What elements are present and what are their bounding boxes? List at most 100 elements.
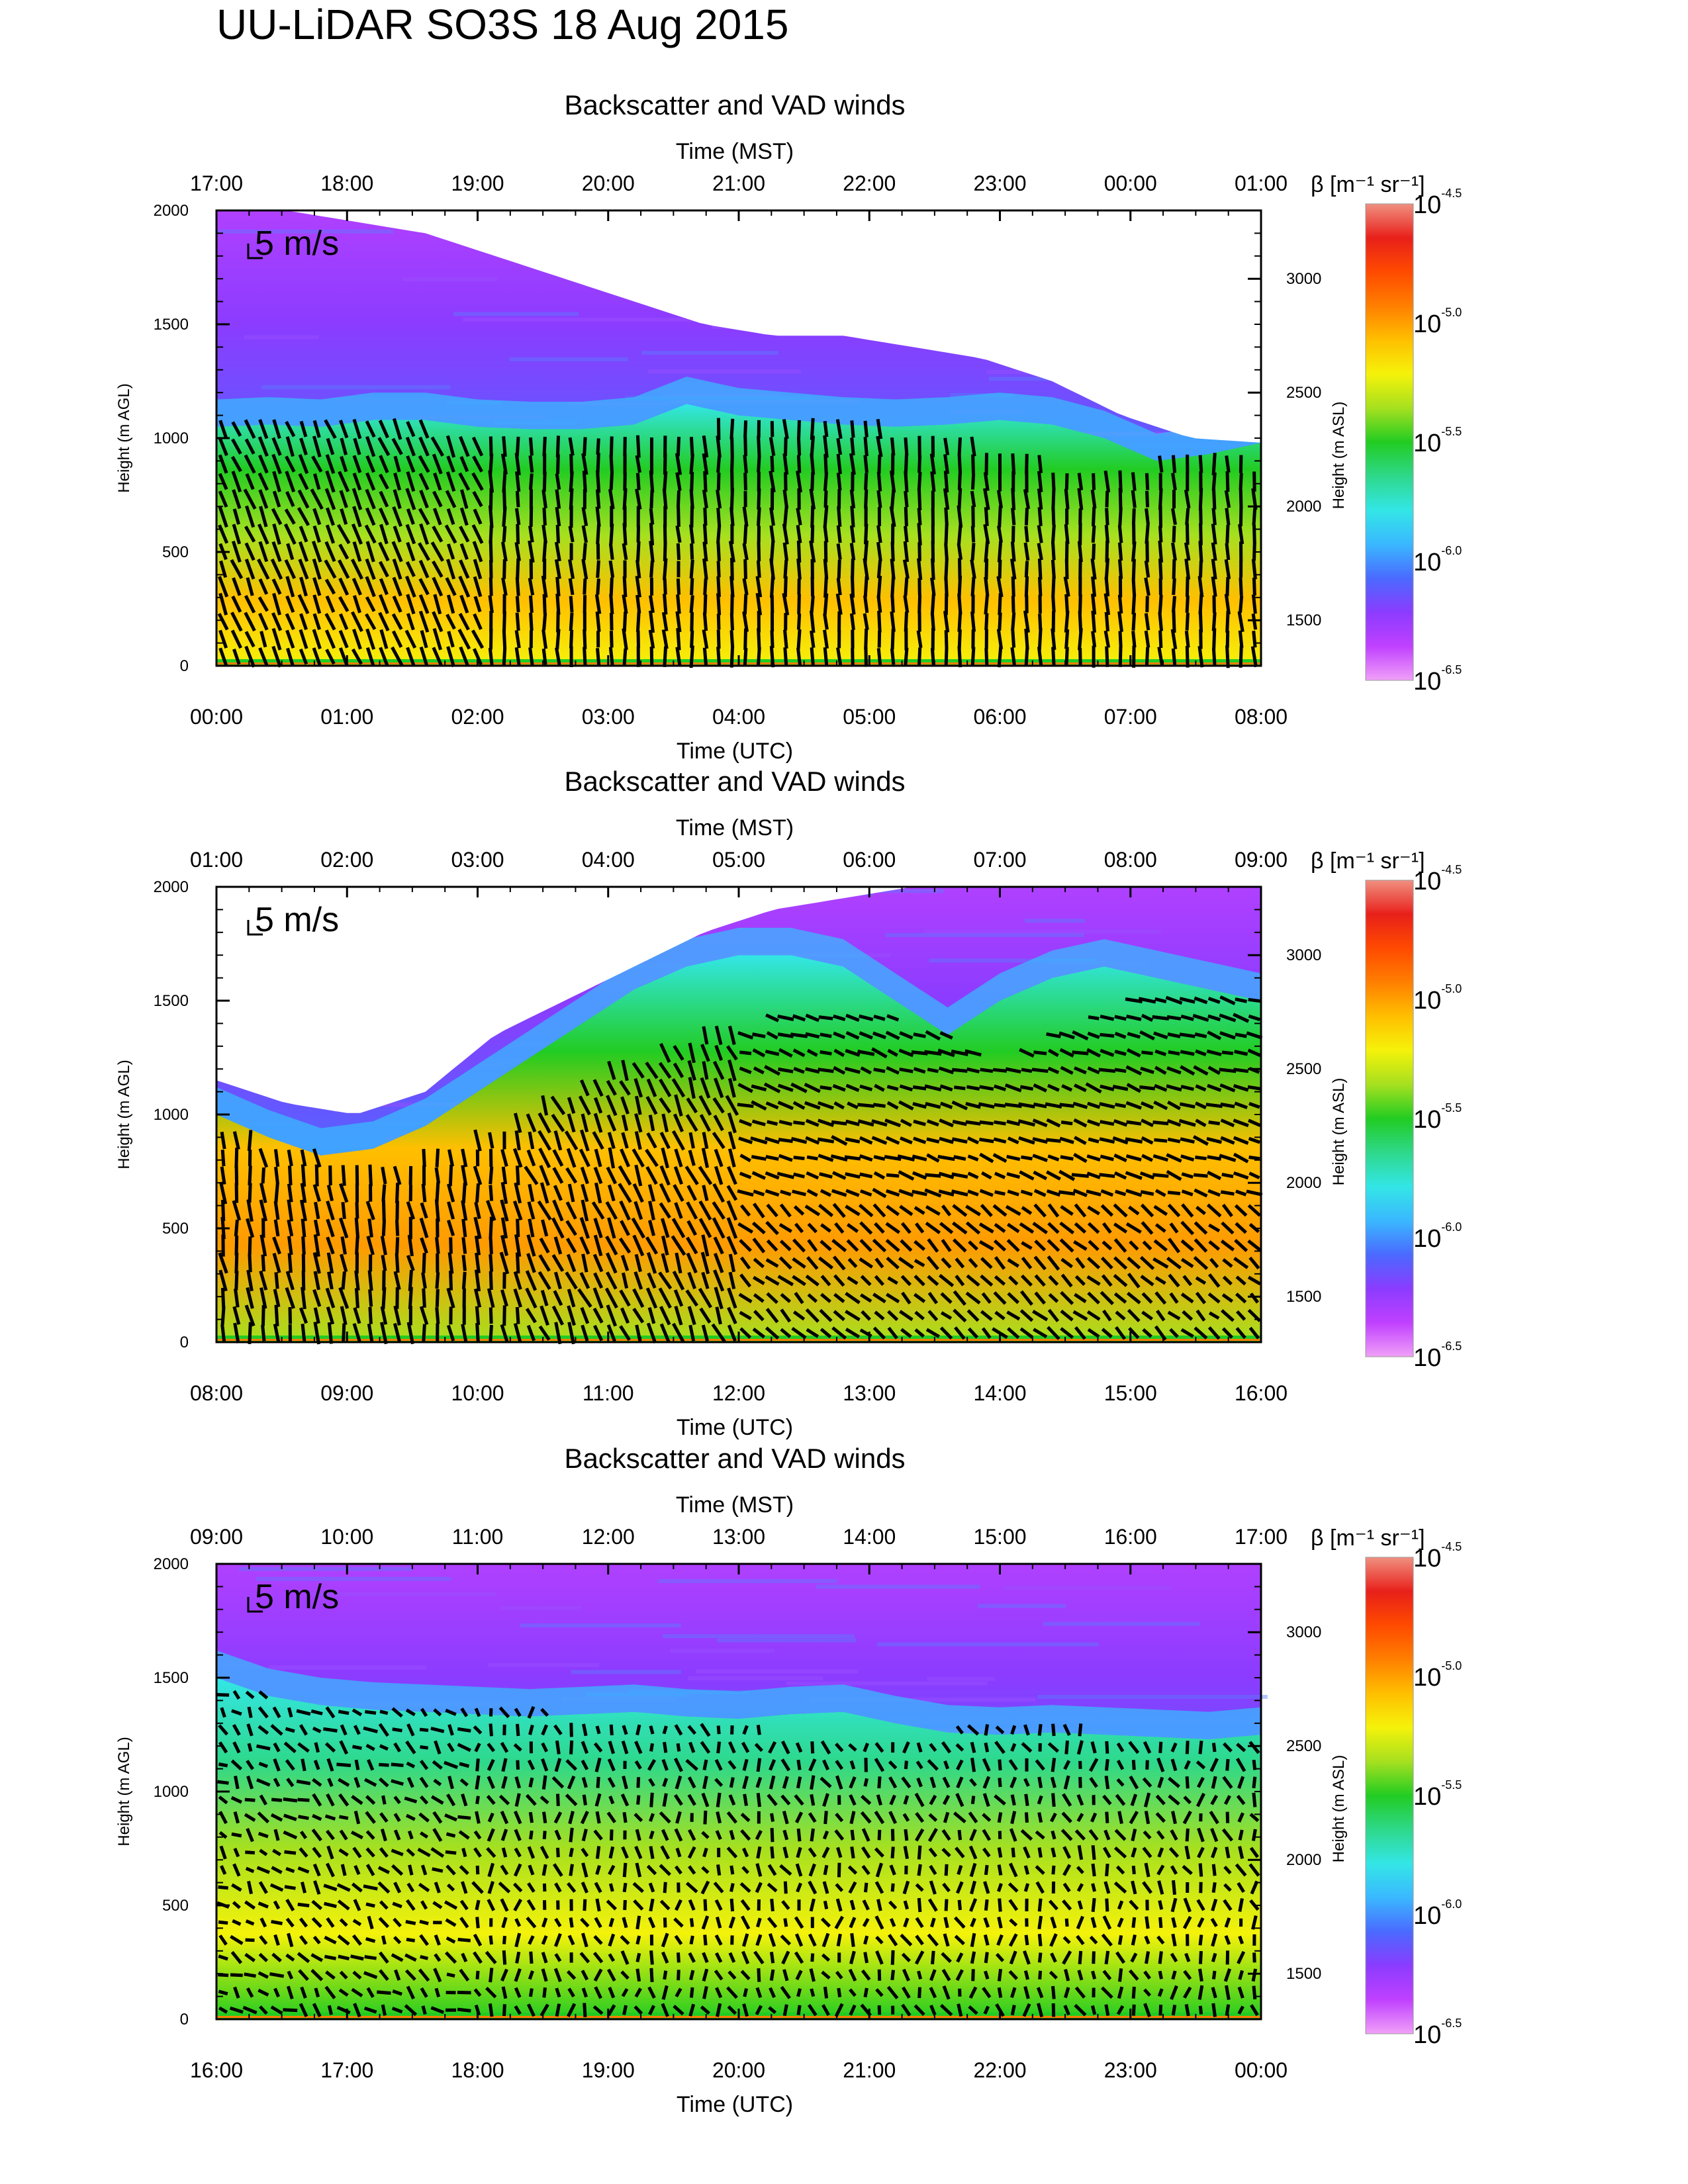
wind-arrow (914, 2004, 925, 2016)
wind-arrow (528, 1864, 535, 1876)
wind-arrow (1051, 2003, 1056, 2017)
wind-arrow (565, 1201, 577, 1220)
wind-arrow (352, 1846, 362, 1858)
wind-arrow (1086, 1048, 1102, 1058)
wind-arrow (1113, 1846, 1127, 1859)
wind-arrow (1156, 1935, 1165, 1945)
wind-arrow (1166, 1084, 1182, 1092)
bottom-tick-label: 22:00 (973, 2058, 1026, 2082)
wind-arrow (874, 1811, 885, 1825)
wind-arrow (406, 421, 416, 437)
wind-arrow (1087, 1291, 1100, 1304)
wind-arrow (943, 1811, 950, 1823)
wind-arrow (538, 1130, 552, 1151)
wind-arrow (1037, 1898, 1043, 1912)
wind-arrow (835, 419, 843, 439)
wind-arrow (541, 1935, 548, 1945)
wind-arrow (727, 1131, 736, 1150)
wind-arrow (1129, 1240, 1139, 1251)
wind-arrow (939, 1273, 955, 1287)
wind-arrow (701, 1866, 710, 1874)
wind-arrow (871, 1136, 888, 1145)
wind-arrow (636, 630, 640, 648)
wind-arrow (528, 1777, 534, 1788)
wind-arrow (756, 1758, 762, 1772)
wind-arrow (232, 1901, 241, 1909)
wind-arrow (1155, 1812, 1166, 1823)
wind-arrow (244, 419, 256, 439)
wind-arrow (338, 613, 349, 630)
wind-arrow (992, 1204, 1008, 1217)
wind-arrow (663, 558, 668, 580)
wind-arrow (259, 506, 268, 527)
wind-arrow (1101, 1274, 1113, 1287)
wind-arrow (955, 1846, 965, 1858)
wind-arrow (1050, 1916, 1057, 1929)
wind-arrow (911, 1050, 928, 1056)
wind-arrow (381, 1184, 387, 1202)
wind-arrow (284, 1850, 297, 1855)
wind-arrow (983, 488, 990, 510)
wind-arrow (515, 490, 520, 508)
wind-arrow (285, 1287, 295, 1309)
wind-arrow (1086, 1171, 1101, 1179)
wind-arrow (889, 1918, 896, 1927)
wind-arrow (340, 508, 348, 525)
wind-arrow (659, 1132, 671, 1150)
wind-arrow (528, 1218, 535, 1238)
wind-arrow (969, 1862, 977, 1878)
wind-arrow (777, 1032, 794, 1038)
backscatter-streak (641, 351, 778, 355)
wind-arrow (596, 578, 600, 595)
wind-arrow (1152, 1257, 1169, 1269)
wind-arrow (606, 1252, 618, 1274)
wind-arrow (753, 1275, 765, 1285)
wind-arrow (675, 453, 682, 475)
wind-arrow (1249, 1899, 1260, 1911)
left-axis-label: Height (m AGL) (115, 383, 133, 492)
backscatter-streak (487, 1662, 600, 1667)
wind-arrow (1207, 1292, 1221, 1304)
wind-arrow (1006, 1310, 1021, 1321)
backscatter-streak (268, 1665, 427, 1670)
wind-arrow (689, 559, 694, 579)
wind-arrow (608, 543, 614, 560)
wind-arrow (246, 1287, 254, 1309)
wind-arrow (781, 1950, 790, 1965)
wind-arrow (1076, 1915, 1084, 1930)
wind-arrow (406, 1777, 414, 1788)
wind-arrow (1209, 1810, 1219, 1825)
wind-arrow (633, 2005, 643, 2015)
left-tick-label: 0 (180, 657, 189, 675)
wind-arrow (623, 472, 627, 491)
top-axis-label: Time (MST) (676, 139, 794, 164)
colorbar-tick-exponent: -6.0 (1441, 1897, 1462, 1911)
wind-arrow (1064, 1969, 1070, 1981)
wind-arrow (994, 1084, 1006, 1091)
wind-arrow (377, 1881, 391, 1894)
wind-arrow (903, 541, 910, 563)
wind-arrow (796, 1759, 802, 1770)
bottom-tick-label: 03:00 (582, 705, 635, 729)
wind-arrow (514, 508, 521, 525)
wind-arrow (834, 1915, 844, 1930)
wind-arrow (914, 1950, 925, 1965)
wind-arrow (876, 419, 883, 439)
wind-arrow (661, 1985, 669, 2000)
wind-arrow (915, 1934, 924, 1946)
wind-arrow (568, 1811, 575, 1825)
wind-arrow (475, 1899, 481, 1911)
wind-arrow (1225, 543, 1231, 561)
wind-arrow (406, 1882, 415, 1893)
wind-arrow (1158, 1900, 1164, 1910)
wind-arrow (1196, 1309, 1206, 1322)
wind-arrow (874, 1275, 885, 1287)
wind-arrow (619, 1080, 631, 1096)
wind-arrow (1198, 610, 1203, 633)
wind-arrow (792, 1310, 806, 1321)
wind-arrow (1194, 1238, 1208, 1253)
wind-arrow (818, 1203, 833, 1218)
wind-arrow (847, 1865, 858, 1875)
wind-arrow (769, 507, 775, 526)
